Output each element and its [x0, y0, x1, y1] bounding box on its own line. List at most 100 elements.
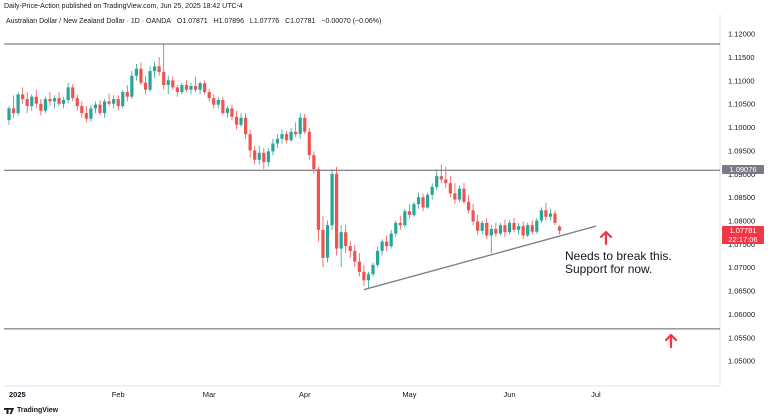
candle-body	[52, 98, 57, 102]
y-tick-label: 1.12000	[728, 30, 755, 39]
candle-body	[325, 225, 330, 258]
candle-body	[339, 232, 343, 249]
candle-body	[544, 210, 548, 217]
candle-body	[7, 108, 11, 121]
candle-body	[412, 204, 416, 215]
last-price-tag: 1.07781 22:17:06	[722, 225, 764, 244]
candle-body	[521, 226, 525, 236]
candle-body	[553, 213, 557, 223]
bar-countdown: 22:17:06	[728, 234, 758, 244]
candle-body	[398, 222, 402, 226]
candle-body	[121, 92, 125, 107]
candle-body	[526, 225, 530, 236]
candle-body	[266, 151, 270, 163]
y-tick-label: 1.09000	[728, 170, 755, 179]
candle-body	[207, 92, 211, 99]
ohlc-high: H1.07896	[213, 18, 244, 25]
tradingview-brand[interactable]: TradingView	[4, 406, 58, 416]
candle-body	[312, 155, 316, 170]
ohlc-close: C1.07781	[285, 18, 316, 25]
candle-body	[84, 113, 88, 119]
candle-body	[93, 104, 98, 109]
candle-body	[512, 222, 516, 230]
candle-body	[25, 99, 29, 107]
candle-body	[389, 233, 393, 247]
y-tick-label: 1.07500	[728, 240, 755, 249]
candle-body	[498, 225, 502, 234]
candle-body	[125, 92, 129, 97]
candle-body	[517, 226, 521, 230]
y-tick-label: 1.06000	[728, 310, 755, 319]
chart-annotation: Needs to break this. Support for now.	[565, 250, 672, 276]
y-tick-label: 1.07000	[728, 263, 755, 272]
candle-body	[476, 221, 480, 231]
candle-body	[11, 108, 16, 114]
candle-body	[198, 83, 202, 90]
candle-body	[362, 271, 366, 281]
candle-body	[239, 117, 243, 125]
annotation-line-1: Needs to break this.	[565, 249, 672, 263]
brand-name: TradingView	[17, 407, 59, 414]
candle-body	[71, 87, 75, 99]
y-tick-label: 1.05500	[728, 333, 755, 342]
x-tick-label: Mar	[203, 390, 216, 399]
candle-body	[57, 98, 61, 104]
x-tick-label: Jul	[591, 390, 601, 399]
y-tick-label: 1.11000	[728, 76, 755, 85]
candle-body	[439, 176, 443, 180]
candle-body	[16, 94, 20, 114]
candle-body	[444, 179, 448, 184]
candle-body	[307, 131, 311, 156]
candle-body	[280, 134, 284, 139]
candle-body	[80, 106, 84, 114]
candle-body	[321, 229, 325, 258]
y-tick-label: 1.08000	[728, 217, 755, 226]
last-price-value: 1.07781	[729, 225, 757, 235]
candle-body	[62, 100, 66, 104]
arrow-up-icon	[664, 333, 678, 349]
candle-body	[462, 188, 466, 202]
candle-body	[557, 226, 562, 231]
candle-body	[453, 193, 457, 200]
candle-body	[535, 220, 539, 232]
candle-body	[107, 101, 111, 104]
instrument-name[interactable]: Australian Dollar / New Zealand Dollar ·…	[6, 18, 171, 25]
candle-body	[203, 83, 207, 93]
candle-body	[430, 186, 434, 195]
candle-body	[284, 134, 289, 141]
candle-body	[102, 101, 107, 114]
candle-body	[230, 108, 234, 117]
candle-body	[262, 152, 266, 163]
candle-body	[157, 66, 161, 72]
candle-body	[289, 131, 293, 141]
candle-body	[457, 188, 462, 200]
candle-body	[494, 228, 498, 234]
candle-body	[485, 222, 489, 236]
candle-body	[448, 183, 452, 194]
candle-body	[184, 85, 189, 90]
candle-body	[39, 103, 43, 111]
candle-body	[330, 173, 334, 226]
candle-body	[298, 117, 302, 135]
candle-body	[416, 197, 421, 205]
candle-body	[316, 169, 320, 230]
candle-body	[189, 85, 193, 90]
y-tick-label: 1.11500	[728, 53, 755, 62]
candle-body	[421, 197, 425, 208]
candle-body	[234, 116, 239, 125]
candle-body	[271, 143, 275, 152]
candle-body	[134, 68, 138, 76]
candle-body	[394, 222, 398, 234]
candle-body	[216, 100, 220, 105]
candle-body	[503, 225, 507, 233]
candle-body	[139, 68, 143, 83]
candle-body	[148, 71, 152, 90]
y-tick-label: 1.05000	[728, 357, 755, 366]
symbol-bar: Australian Dollar / New Zealand Dollar ·…	[0, 16, 726, 28]
x-tick-label: Feb	[112, 390, 125, 399]
level-price-tag: 1.09076	[722, 165, 764, 175]
candle-body	[435, 176, 439, 187]
y-tick-label: 1.10500	[728, 100, 755, 109]
candle-body	[175, 87, 179, 93]
